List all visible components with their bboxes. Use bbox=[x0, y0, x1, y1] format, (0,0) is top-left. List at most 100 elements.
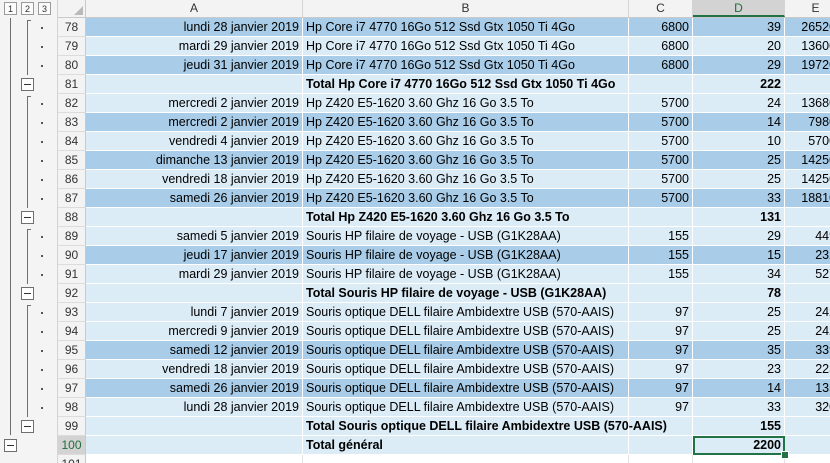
cell-e[interactable] bbox=[785, 436, 830, 455]
cell-e[interactable]: 142500 bbox=[785, 151, 830, 170]
cell-a[interactable]: lundi 7 janvier 2019 bbox=[86, 303, 303, 322]
cell-e[interactable]: 4495 bbox=[785, 227, 830, 246]
cell-c[interactable]: 6800 bbox=[629, 18, 693, 37]
cell-e[interactable]: 2425 bbox=[785, 303, 830, 322]
row-header[interactable]: 83 bbox=[58, 113, 86, 132]
outline-level-1-button[interactable]: 1 bbox=[4, 2, 17, 15]
outline-collapse-button[interactable] bbox=[21, 211, 34, 224]
row-header[interactable]: 90 bbox=[58, 246, 86, 265]
cell-c[interactable]: 155 bbox=[629, 227, 693, 246]
cell-e[interactable]: 2425 bbox=[785, 322, 830, 341]
cell-c[interactable]: 97 bbox=[629, 379, 693, 398]
cell-d[interactable]: 29 bbox=[693, 56, 785, 75]
cell-e[interactable]: 57000 bbox=[785, 132, 830, 151]
cell-b[interactable]: Hp Z420 E5-1620 3.60 Ghz 16 Go 3.5 To bbox=[303, 113, 629, 132]
cell-e[interactable] bbox=[785, 417, 830, 436]
cell-c[interactable]: 155 bbox=[629, 265, 693, 284]
cell-b[interactable]: Total général bbox=[303, 436, 629, 455]
row-header[interactable]: 94 bbox=[58, 322, 86, 341]
cell-b[interactable]: Hp Z420 E5-1620 3.60 Ghz 16 Go 3.5 To bbox=[303, 170, 629, 189]
cell-a[interactable]: dimanche 13 janvier 2019 bbox=[86, 151, 303, 170]
outline-collapse-button[interactable] bbox=[4, 439, 17, 452]
cell-e[interactable]: 3201 bbox=[785, 398, 830, 417]
cell-d[interactable]: 155 bbox=[693, 417, 785, 436]
cell-c[interactable]: 5700 bbox=[629, 94, 693, 113]
cell-d[interactable]: 25 bbox=[693, 151, 785, 170]
cell-a[interactable] bbox=[86, 436, 303, 455]
cell-b[interactable]: Total Souris optique DELL filaire Ambide… bbox=[303, 417, 667, 436]
cell-c[interactable]: 5700 bbox=[629, 113, 693, 132]
row-header[interactable]: 89 bbox=[58, 227, 86, 246]
row-header[interactable]: 80 bbox=[58, 56, 86, 75]
row-header[interactable]: 101 bbox=[58, 455, 86, 463]
cell-d[interactable]: 39 bbox=[693, 18, 785, 37]
column-header-b[interactable]: B bbox=[303, 0, 629, 17]
cell-d[interactable]: 14 bbox=[693, 113, 785, 132]
cell-e[interactable]: 197200 bbox=[785, 56, 830, 75]
row-header[interactable]: 86 bbox=[58, 170, 86, 189]
cell-b[interactable]: Hp Core i7 4770 16Go 512 Ssd Gtx 1050 Ti… bbox=[303, 37, 629, 56]
cell-d[interactable]: 14 bbox=[693, 379, 785, 398]
cell-c[interactable]: 6800 bbox=[629, 37, 693, 56]
row-header[interactable]: 88 bbox=[58, 208, 86, 227]
row-header[interactable]: 82 bbox=[58, 94, 86, 113]
cell-c[interactable]: 97 bbox=[629, 398, 693, 417]
cell-e[interactable] bbox=[785, 455, 830, 463]
row-header[interactable]: 100 bbox=[58, 436, 86, 455]
cell-e[interactable]: 188100 bbox=[785, 189, 830, 208]
cell-d[interactable]: 20 bbox=[693, 37, 785, 56]
cell-b[interactable]: Souris HP filaire de voyage - USB (G1K28… bbox=[303, 246, 629, 265]
worksheet-grid[interactable]: A B C D E 78 lundi 28 janvier 2019 Hp Core… bbox=[58, 0, 830, 463]
cell-a[interactable]: samedi 12 janvier 2019 bbox=[86, 341, 303, 360]
cell-c[interactable] bbox=[629, 284, 693, 303]
cell-e[interactable]: 142500 bbox=[785, 170, 830, 189]
cell-c[interactable] bbox=[629, 436, 693, 455]
column-header-d[interactable]: D bbox=[693, 0, 785, 17]
column-header-a[interactable]: A bbox=[86, 0, 303, 17]
cell-d[interactable]: 25 bbox=[693, 170, 785, 189]
cell-a[interactable] bbox=[86, 455, 303, 463]
cell-a[interactable]: samedi 5 janvier 2019 bbox=[86, 227, 303, 246]
column-header-e[interactable]: E bbox=[785, 0, 830, 17]
selected-cell[interactable]: 2200 bbox=[693, 436, 785, 455]
row-header[interactable]: 95 bbox=[58, 341, 86, 360]
row-header[interactable]: 87 bbox=[58, 189, 86, 208]
cell-b[interactable]: Souris optique DELL filaire Ambidextre U… bbox=[303, 398, 629, 417]
cell-e[interactable]: 136000 bbox=[785, 37, 830, 56]
row-header[interactable]: 97 bbox=[58, 379, 86, 398]
cell-a[interactable]: samedi 26 janvier 2019 bbox=[86, 379, 303, 398]
cell-a[interactable] bbox=[86, 417, 303, 436]
cell-e[interactable] bbox=[785, 208, 830, 227]
row-header[interactable]: 84 bbox=[58, 132, 86, 151]
cell-d[interactable]: 23 bbox=[693, 360, 785, 379]
cell-c[interactable]: 5700 bbox=[629, 151, 693, 170]
cell-a[interactable]: mercredi 9 janvier 2019 bbox=[86, 322, 303, 341]
cell-b[interactable]: Total Hp Z420 E5-1620 3.60 Ghz 16 Go 3.5… bbox=[303, 208, 629, 227]
cell-e[interactable] bbox=[785, 284, 830, 303]
cell-c[interactable]: 5700 bbox=[629, 189, 693, 208]
row-header[interactable]: 91 bbox=[58, 265, 86, 284]
cell-a[interactable] bbox=[86, 284, 303, 303]
cell-b[interactable]: Souris HP filaire de voyage - USB (G1K28… bbox=[303, 265, 629, 284]
cell-d[interactable]: 10 bbox=[693, 132, 785, 151]
cell-a[interactable]: mercredi 2 janvier 2019 bbox=[86, 94, 303, 113]
cell-c[interactable] bbox=[629, 455, 693, 463]
cell-b[interactable]: Souris optique DELL filaire Ambidextre U… bbox=[303, 322, 629, 341]
row-header[interactable]: 79 bbox=[58, 37, 86, 56]
cell-a[interactable]: mardi 29 janvier 2019 bbox=[86, 265, 303, 284]
cell-e[interactable]: 2231 bbox=[785, 360, 830, 379]
cell-b[interactable]: Hp Z420 E5-1620 3.60 Ghz 16 Go 3.5 To bbox=[303, 94, 629, 113]
cell-c[interactable] bbox=[629, 75, 693, 94]
cell-d[interactable]: 78 bbox=[693, 284, 785, 303]
row-header[interactable]: 99 bbox=[58, 417, 86, 436]
row-header[interactable]: 93 bbox=[58, 303, 86, 322]
cell-d[interactable]: 29 bbox=[693, 227, 785, 246]
cell-c[interactable]: 155 bbox=[629, 246, 693, 265]
cell-d[interactable]: 35 bbox=[693, 341, 785, 360]
cell-e[interactable]: 5270 bbox=[785, 265, 830, 284]
cell-e[interactable]: 265200 bbox=[785, 18, 830, 37]
fill-handle[interactable] bbox=[781, 451, 789, 459]
cell-d[interactable]: 33 bbox=[693, 398, 785, 417]
cell-b[interactable]: Souris optique DELL filaire Ambidextre U… bbox=[303, 379, 629, 398]
row-header[interactable]: 85 bbox=[58, 151, 86, 170]
